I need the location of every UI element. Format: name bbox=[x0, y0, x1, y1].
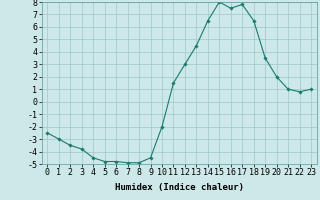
X-axis label: Humidex (Indice chaleur): Humidex (Indice chaleur) bbox=[115, 183, 244, 192]
